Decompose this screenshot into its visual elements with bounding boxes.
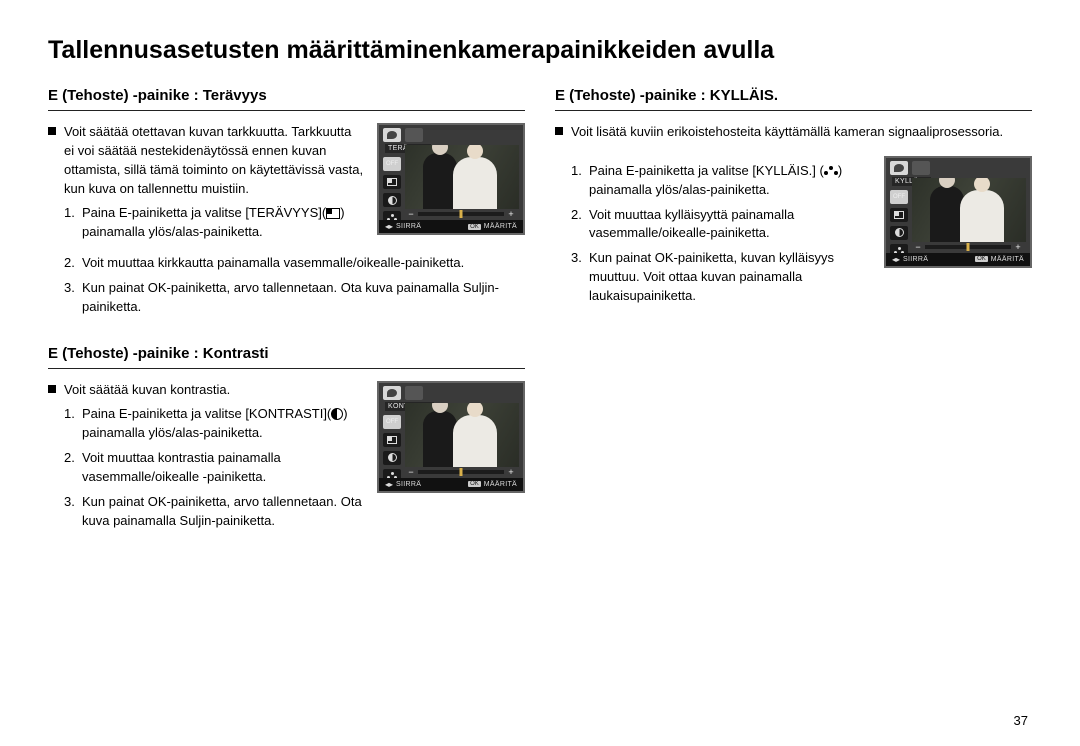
steps-saturation: Paina E-painiketta ja valitse [KYLLÄIS.]… [571, 162, 872, 312]
step-3: Kun painat OK-painiketta, arvo tallennet… [64, 279, 525, 317]
lcd-slider: −+ [407, 211, 515, 217]
lcd-side-contrast-icon [890, 226, 908, 240]
step-2: Voit muuttaa kylläisyyttä painamalla vas… [571, 206, 872, 244]
lcd-ok-icon: OK [468, 224, 481, 230]
step-1: Paina E-painiketta ja valitse [KYLLÄIS.]… [571, 162, 872, 200]
step-1a: Paina E-painiketta ja valitse [KONTRASTI… [82, 406, 331, 421]
lcd-side-sharpness-icon [383, 433, 401, 447]
lcd-set-label: MÄÄRITÄ [991, 256, 1024, 263]
lcd-tab-palette-icon [383, 386, 401, 400]
lcd-move-label: SIIRRÄ [396, 223, 421, 230]
intro-sharpness: Voit säätää otettavan kuvan tarkkuutta. … [48, 123, 365, 248]
step-3: Kun painat OK-painiketta, kuvan kylläisy… [571, 249, 872, 306]
intro-saturation: Voit lisätä kuviin erikoistehosteita käy… [555, 123, 1032, 142]
lcd-photo [912, 178, 1026, 242]
section-sharpness: E (Tehoste) -painike : Terävyys Voit sää… [48, 87, 525, 317]
lcd-tab-palette-icon [383, 128, 401, 142]
step-1a: Paina E-painiketta ja valitse [TERÄVYYS]… [82, 205, 326, 220]
section-title-sharpness: E (Tehoste) -painike : Terävyys [48, 87, 525, 111]
lcd-ok-icon: OK [468, 481, 481, 487]
left-column: E (Tehoste) -painike : Terävyys Voit sää… [48, 87, 525, 565]
step-1: Paina E-painiketta ja valitse [TERÄVYYS]… [64, 204, 365, 242]
intro-text: Voit säätää kuvan kontrastia. [64, 382, 230, 397]
lcd-move-label: SIIRRÄ [396, 481, 421, 488]
step-2: Voit muuttaa kirkkautta painamalla vasem… [64, 254, 525, 273]
intro-contrast: Voit säätää kuvan kontrastia. Paina E-pa… [48, 381, 365, 537]
section-saturation: E (Tehoste) -painike : KYLLÄIS. Voit lis… [555, 87, 1032, 312]
lcd-set-label: MÄÄRITÄ [484, 481, 517, 488]
lcd-side-sharpness-icon [890, 208, 908, 222]
intro-text: Voit lisätä kuviin erikoistehosteita käy… [571, 124, 1003, 139]
lcd-side-off: OFF [383, 157, 401, 171]
bullet-icon [48, 127, 56, 135]
lcd-photo [405, 145, 519, 209]
lcd-tab-2-icon [405, 128, 423, 142]
lcd-set-label: MÄÄRITÄ [484, 223, 517, 230]
lcd-arrows-icon: ◂▸ [385, 222, 393, 231]
lcd-tab-2-icon [405, 386, 423, 400]
lcd-arrows-icon: ◂▸ [385, 480, 393, 489]
lcd-preview-sharpness: TERÄVYYS OFF −+ ◂▸SIIRRÄ OKMÄÄRITÄ [377, 123, 525, 235]
lcd-slider: −+ [914, 244, 1022, 250]
lcd-side-sharpness-icon [383, 175, 401, 189]
lcd-tab-palette-icon [890, 161, 908, 175]
sharpness-menu-icon [326, 208, 340, 219]
step-2: Voit muuttaa kontrastia painamalla vasem… [64, 449, 365, 487]
lcd-side-off: OFF [890, 190, 908, 204]
step-1: Paina E-painiketta ja valitse [KONTRASTI… [64, 405, 365, 443]
lcd-off-text: OFF [386, 419, 398, 425]
bullet-icon [48, 385, 56, 393]
section-contrast: E (Tehoste) -painike : Kontrasti Voit sä… [48, 345, 525, 537]
lcd-off-text: OFF [386, 161, 398, 167]
lcd-arrows-icon: ◂▸ [892, 255, 900, 264]
lcd-move-label: SIIRRÄ [903, 256, 928, 263]
page-number: 37 [1014, 713, 1028, 728]
steps-sharpness-top: Paina E-painiketta ja valitse [TERÄVYYS]… [64, 204, 365, 242]
step-3: Kun painat OK-painiketta, arvo tallennet… [64, 493, 365, 531]
lcd-side-contrast-icon [383, 451, 401, 465]
lcd-slider: −+ [407, 469, 515, 475]
lcd-tab-2-icon [912, 161, 930, 175]
steps-contrast: Paina E-painiketta ja valitse [KONTRASTI… [64, 405, 365, 530]
page-title: Tallennusasetusten määrittäminenkamerapa… [48, 36, 1032, 65]
steps-sharpness-rest: Voit muuttaa kirkkautta painamalla vasem… [48, 254, 525, 317]
step-1a: Paina E-painiketta ja valitse [KYLLÄIS.]… [589, 163, 824, 178]
right-column: E (Tehoste) -painike : KYLLÄIS. Voit lis… [555, 87, 1032, 565]
lcd-photo [405, 403, 519, 467]
section-title-saturation: E (Tehoste) -painike : KYLLÄIS. [555, 87, 1032, 111]
saturation-menu-icon [824, 166, 838, 176]
bullet-icon [555, 127, 563, 135]
content-columns: E (Tehoste) -painike : Terävyys Voit sää… [48, 87, 1032, 565]
intro-text: Voit säätää otettavan kuvan tarkkuutta. … [64, 124, 363, 196]
lcd-ok-icon: OK [975, 256, 988, 262]
lcd-off-text: OFF [893, 194, 905, 200]
contrast-menu-icon [331, 408, 343, 420]
lcd-side-contrast-icon [383, 193, 401, 207]
lcd-preview-saturation: KYLLÄIS. OFF −+ ◂▸SIIRRÄ OKMÄÄRITÄ [884, 156, 1032, 268]
section-title-contrast: E (Tehoste) -painike : Kontrasti [48, 345, 525, 369]
lcd-side-off: OFF [383, 415, 401, 429]
lcd-preview-contrast: KONTRASTI OFF −+ ◂▸SIIRRÄ OKMÄÄRITÄ [377, 381, 525, 493]
